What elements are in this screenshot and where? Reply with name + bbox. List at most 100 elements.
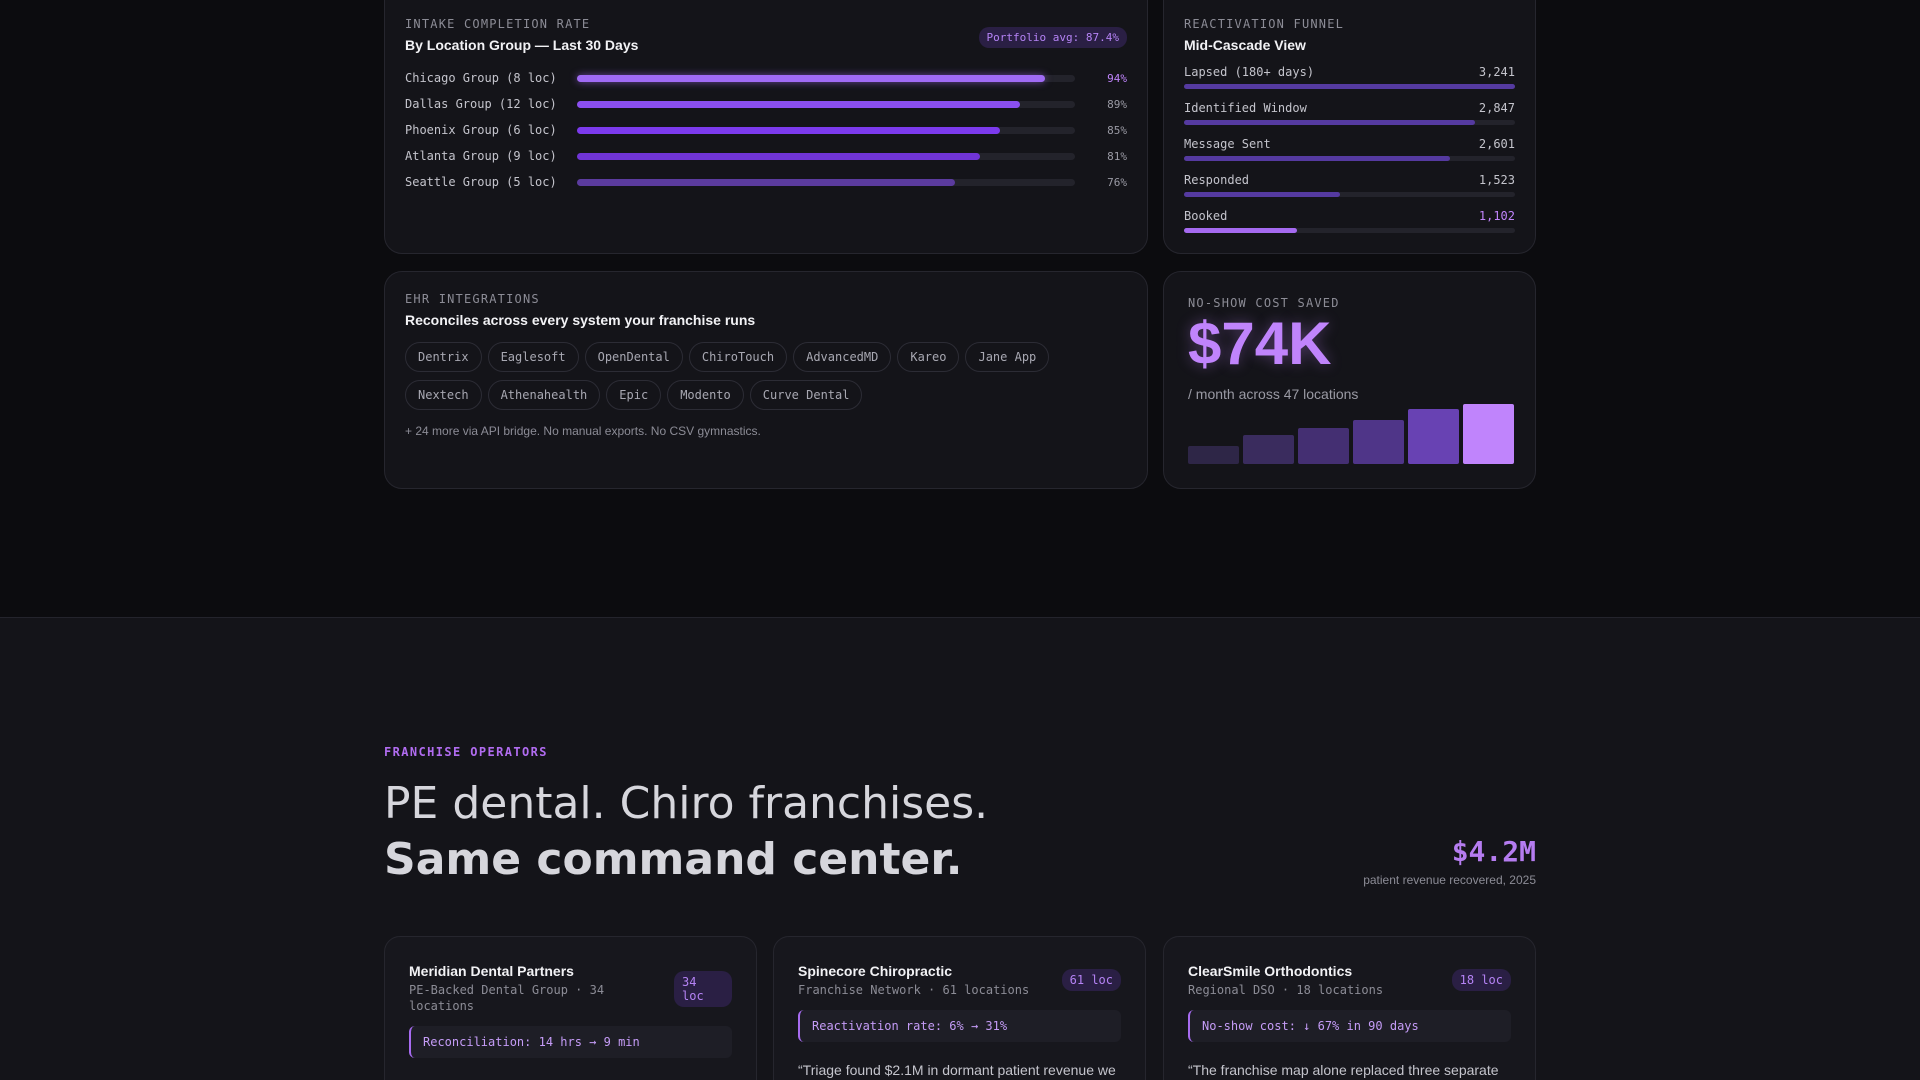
ehr-eyebrow: EHR INTEGRATIONS [405, 292, 540, 306]
case-card-subtitle: PE-Backed Dental Group · 34 locations [409, 983, 605, 1013]
ehr-chip: Jane App [965, 342, 1050, 372]
funnel-stage-value: 2,847 [1478, 101, 1515, 115]
ehr-chip: ChiroTouch [688, 342, 788, 372]
intake-bar-value: 81% [1107, 149, 1127, 163]
case-card-metric: No-show cost: ↓ 67% in 90 days [1188, 1010, 1511, 1042]
intake-bar-label: Seattle Group (5 loc) [405, 175, 557, 189]
revenue-recovered-stat: $4.2M [1451, 835, 1536, 868]
funnel-stage-value: 3,241 [1478, 65, 1515, 79]
funnel-stage-value: 1,102 [1478, 209, 1515, 223]
funnel-stage-track [1184, 156, 1515, 161]
intake-bar-label: Chicago Group (8 loc) [405, 71, 557, 85]
funnel-stage-fill [1184, 84, 1515, 89]
intake-bar-row: Seattle Group (5 loc) 76% [405, 169, 1127, 195]
no-show-saved-card: NO-SHOW COST SAVED $74K / month across 4… [1163, 271, 1536, 489]
funnel-stage-row: Booked 1,102 [1184, 209, 1515, 233]
case-card-clearsmile[interactable]: ClearSmile Orthodontics Regional DSO · 1… [1163, 936, 1536, 1080]
section-divider [0, 617, 1920, 618]
case-card-spinecore[interactable]: Spinecore Chiropractic Franchise Network… [773, 936, 1146, 1080]
ehr-chip: Epic [606, 380, 662, 410]
portfolio-avg-badge: Portfolio avg: 87.4% [978, 27, 1127, 48]
funnel-stage-track [1184, 192, 1515, 197]
noshow-trend-bar [1408, 408, 1459, 464]
intake-bar-fill [577, 178, 956, 186]
intake-bar-row: Chicago Group (8 loc) 94% [405, 65, 1127, 91]
funnel-stage-fill [1184, 120, 1475, 125]
funnel-stage-list: Lapsed (180+ days) 3,241 Identified Window… [1184, 65, 1515, 233]
funnel-stage-label: Booked [1184, 209, 1228, 223]
intake-bar-track [577, 74, 1075, 82]
case-card-subtitle: Franchise Network · 61 locations [798, 983, 1030, 997]
ehr-chip: Kareo [897, 342, 960, 372]
intake-bar-fill [577, 152, 981, 160]
funnel-stage-row: Message Sent 2,601 [1184, 137, 1515, 161]
noshow-trend-bar [1298, 428, 1349, 464]
funnel-stage-value: 1,523 [1478, 173, 1515, 187]
case-card-metric: Reconciliation: 14 hrs → 9 min [409, 1026, 732, 1058]
noshow-trend-bar [1463, 404, 1514, 464]
noshow-trend-bar [1353, 419, 1404, 464]
funnel-stage-row: Responded 1,523 [1184, 173, 1515, 197]
ehr-footnote: + 24 more via API bridge. No manual expo… [405, 424, 761, 438]
ehr-chip: Dentrix [405, 342, 482, 372]
noshow-trend-bar [1188, 446, 1239, 464]
franchise-headline-line1: PE dental. Chiro franchises. [384, 778, 989, 829]
funnel-stage-track [1184, 120, 1515, 125]
intake-bar-label: Dallas Group (12 loc) [405, 97, 557, 111]
location-count-badge: 61 loc [1061, 969, 1121, 991]
intake-bar-row: Atlanta Group (9 loc) 81% [405, 143, 1127, 169]
intake-bar-row: Phoenix Group (6 loc) 85% [405, 117, 1127, 143]
franchise-eyebrow: FRANCHISE OPERATORS [384, 745, 548, 759]
funnel-stage-label: Lapsed (180+ days) [1184, 65, 1315, 79]
location-count-badge: 18 loc [1451, 969, 1511, 991]
ehr-chip: Nextech [405, 380, 482, 410]
funnel-stage-label: Message Sent [1184, 137, 1271, 151]
ehr-chip-list: Dentrix Eaglesoft OpenDental ChiroTouch Adva… [405, 342, 1105, 418]
intake-bar-fill [577, 126, 1001, 134]
case-card-name: ClearSmile Orthodontics [1188, 963, 1353, 979]
intake-bar-track [577, 100, 1075, 108]
noshow-trend-bars [1188, 404, 1514, 464]
funnel-stage-fill [1184, 192, 1340, 197]
case-card-quote: “The franchise map alone replaced three … [1188, 1062, 1499, 1078]
intake-bar-track [577, 152, 1075, 160]
ehr-integrations-card: EHR INTEGRATIONS Reconciles across every… [384, 271, 1148, 489]
funnel-stage-row: Identified Window 2,847 [1184, 101, 1515, 125]
funnel-stage-track [1184, 228, 1515, 233]
ehr-chip: Curve Dental [749, 380, 863, 410]
intake-bar-value: 85% [1107, 123, 1127, 137]
intake-bar-fill [577, 100, 1021, 108]
intake-bar-value: 94% [1107, 71, 1127, 85]
ehr-title: Reconciles across every system your fran… [405, 312, 756, 328]
intake-completion-card: INTAKE COMPLETION RATE By Location Group… [384, 0, 1148, 254]
intake-eyebrow: INTAKE COMPLETION RATE [405, 17, 591, 31]
franchise-headline-line2: Same command center. [384, 834, 963, 885]
funnel-eyebrow: REACTIVATION FUNNEL [1184, 17, 1345, 31]
funnel-stage-label: Responded [1184, 173, 1250, 187]
intake-bar-track [577, 178, 1075, 186]
intake-bar-fill [577, 74, 1046, 82]
reactivation-funnel-card: REACTIVATION FUNNEL Mid-Cascade View Lap… [1163, 0, 1536, 254]
intake-bar-row: Dallas Group (12 loc) 89% [405, 91, 1127, 117]
funnel-stage-value: 2,601 [1478, 137, 1515, 151]
ehr-chip: AdvancedMD [793, 342, 892, 372]
funnel-title: Mid-Cascade View [1184, 37, 1306, 53]
location-count-badge: 34 loc [674, 971, 732, 1007]
ehr-chip: Athenahealth [487, 380, 601, 410]
ehr-chip: OpenDental [584, 342, 683, 372]
intake-bar-list: Chicago Group (8 loc) 94% Dallas Group (12… [405, 65, 1127, 195]
noshow-trend-bar [1243, 435, 1294, 464]
intake-bar-label: Phoenix Group (6 loc) [405, 123, 557, 137]
case-card-subtitle: Regional DSO · 18 locations [1188, 983, 1384, 997]
funnel-stage-row: Lapsed (180+ days) 3,241 [1184, 65, 1515, 89]
ehr-chip: Modento [667, 380, 744, 410]
intake-bar-track [577, 126, 1075, 134]
intake-bar-value: 89% [1107, 97, 1127, 111]
noshow-subtitle: / month across 47 locations [1188, 386, 1359, 402]
noshow-value: $74K [1188, 310, 1332, 377]
intake-bar-value: 76% [1107, 175, 1127, 189]
case-card-meridian[interactable]: Meridian Dental Partners PE-Backed Denta… [384, 936, 757, 1080]
case-card-metric: Reactivation rate: 6% → 31% [798, 1010, 1121, 1042]
noshow-eyebrow: NO-SHOW COST SAVED [1188, 296, 1340, 310]
funnel-stage-track [1184, 84, 1515, 89]
